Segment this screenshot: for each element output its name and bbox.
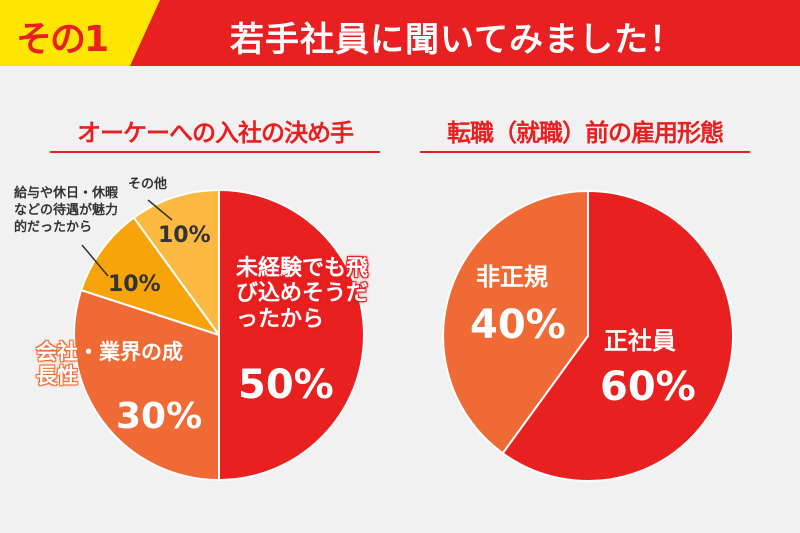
slice-label: その他	[128, 177, 168, 192]
slice-value: 30%	[116, 396, 203, 437]
slice-value: 10%	[108, 272, 161, 297]
slice-label: 給与や休日・休暇などの待遇が魅力的だったから	[14, 186, 119, 235]
divider	[420, 151, 750, 153]
slice-value: 60%	[600, 364, 696, 410]
slice-label: 非正規	[476, 263, 548, 291]
badge: その1	[0, 0, 160, 66]
slice-label: 未経験でも飛び込めそうだったから	[236, 256, 369, 332]
divider	[50, 151, 380, 153]
pie-slice	[132, 188, 220, 339]
slice-label: 会社・業界の成長性	[36, 340, 183, 389]
leader-line	[81, 244, 109, 277]
slice-value: 10%	[158, 223, 211, 248]
pie-slice	[73, 288, 220, 482]
pie-slice	[442, 189, 589, 455]
badge-text: その1	[16, 19, 109, 60]
header-banner: その1 若手社員に聞いてみました！	[0, 0, 800, 66]
slice-value: 50%	[238, 362, 334, 408]
chart-title-right: 転職（就職）前の雇用形態	[447, 119, 724, 147]
pie-slice	[218, 188, 365, 482]
page-title: 若手社員に聞いてみました！	[230, 20, 684, 60]
slice-value: 40%	[470, 302, 566, 348]
chart-title-left: オーケーへの入社の決め手	[77, 119, 354, 147]
pie-slice	[79, 216, 222, 337]
pie-slice	[501, 189, 734, 482]
leader-line	[147, 199, 173, 221]
slice-label: 正社員	[604, 327, 676, 355]
